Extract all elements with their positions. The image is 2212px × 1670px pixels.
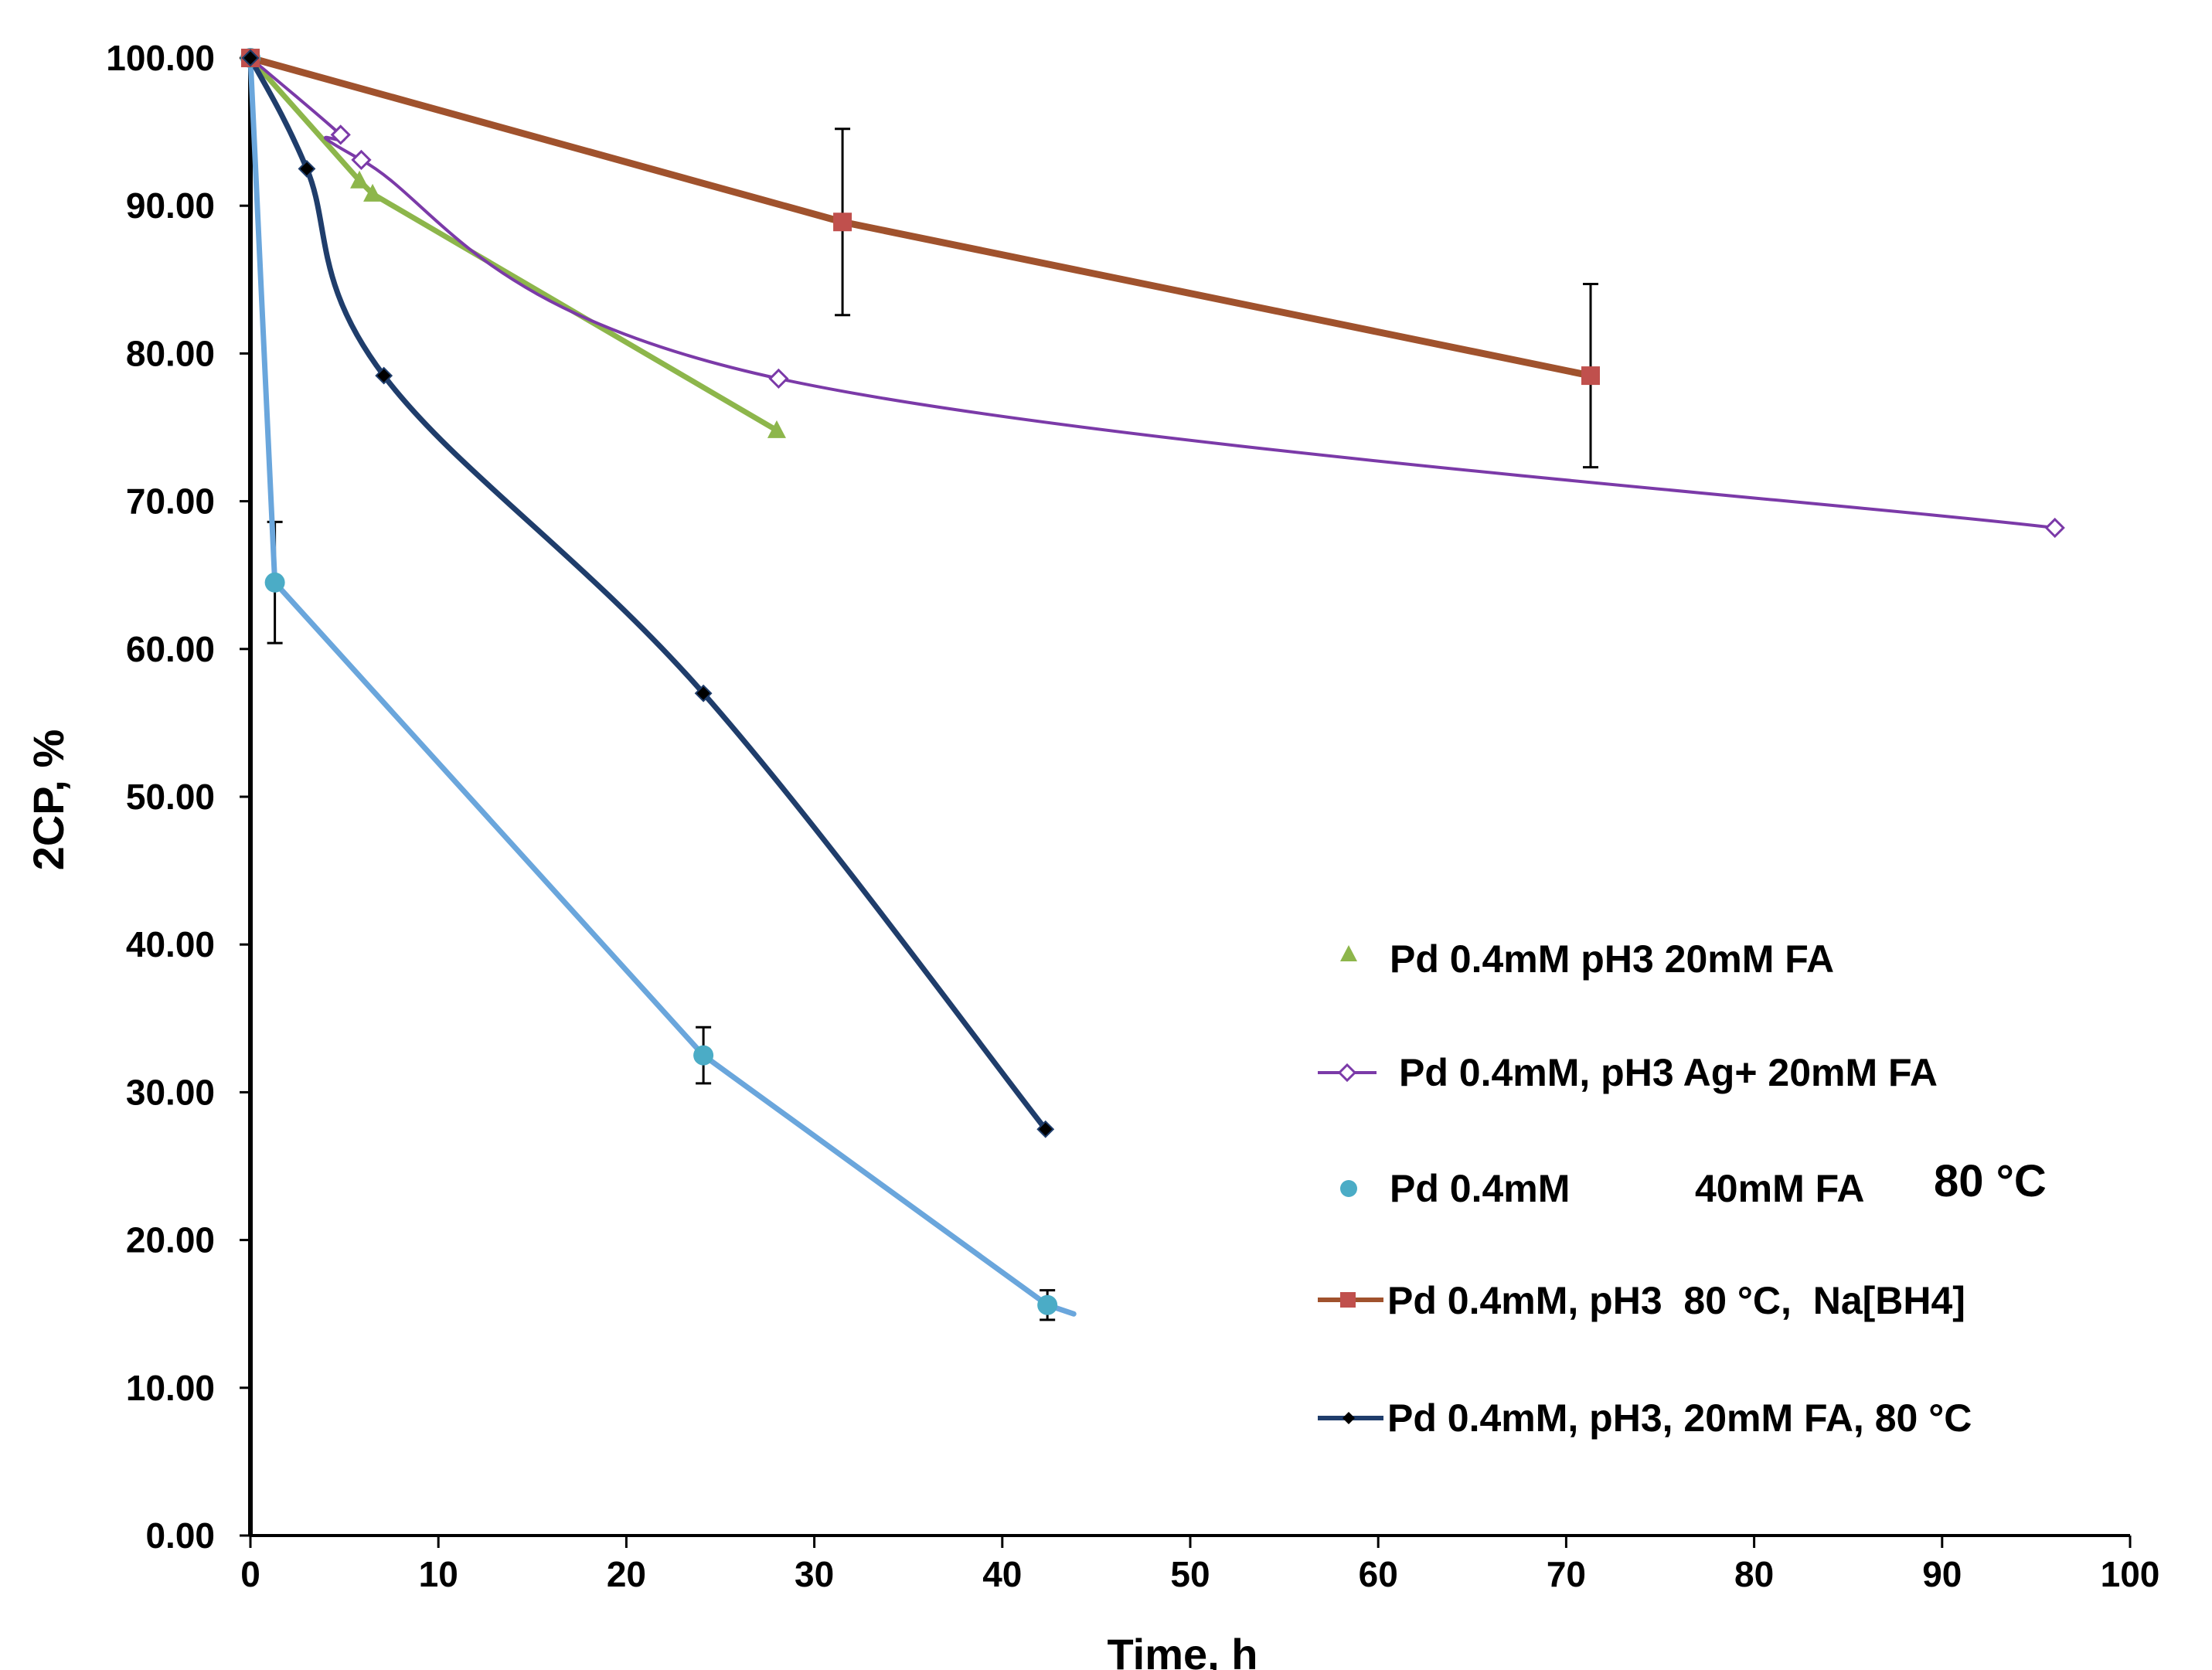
legend-label-3: Pd 0.4mM, pH3 80 °C, Na[BH4] [1387, 1279, 1965, 1322]
y-tick-label: 90.00 [126, 185, 215, 226]
data-point [2044, 517, 2065, 539]
legend-label-1: Pd 0.4mM, pH3 Ag+ 20mM FA [1399, 1051, 1938, 1094]
series-line-4 [247, 55, 1049, 1132]
y-tick-label: 60.00 [126, 629, 215, 669]
data-point [298, 159, 316, 178]
data-point [375, 366, 393, 385]
error-bars [267, 128, 1599, 1321]
legend-item-2: Pd 0.4mM 40mM FA 80 °C [1340, 1156, 2047, 1210]
series-markers [240, 47, 2065, 1315]
legend-item-0: Pd 0.4mM pH3 20mM FA [1340, 937, 1834, 981]
legend-item-1: Pd 0.4mM, pH3 Ag+ 20mM FA [1318, 1051, 1938, 1094]
y-tick-label: 80.00 [126, 333, 215, 373]
x-tick-label: 50 [1170, 1554, 1210, 1594]
legend-marker-circle [1340, 1180, 1357, 1197]
y-tick-label: 100.00 [106, 38, 215, 78]
data-point [351, 149, 372, 171]
y-tick-label: 10.00 [126, 1368, 215, 1408]
data-point [363, 183, 383, 202]
x-tick-label: 90 [1922, 1554, 1962, 1594]
data-point [767, 420, 786, 438]
annotation-80c: 80 °C [1934, 1156, 2047, 1206]
data-point [833, 213, 852, 232]
data-point [693, 1045, 714, 1066]
x-tick-label: 10 [419, 1554, 458, 1594]
data-point [1036, 1120, 1055, 1138]
x-axis-title: Time, h [1107, 1630, 1257, 1670]
legend-item-3: Pd 0.4mM, pH3 80 °C, Na[BH4] [1318, 1279, 1965, 1322]
legend: Pd 0.4mM pH3 20mM FA Pd 0.4mM, pH3 Ag+ 2… [1318, 937, 2047, 1440]
y-axis-title: 2CP, % [24, 730, 73, 871]
y-ticks: 0.00 10.00 20.00 30.00 40.00 50.00 60.00 70.00 8… [106, 38, 250, 1556]
legend-label-2-suffix: 40mM FA [1695, 1167, 1865, 1210]
x-tick-label: 30 [795, 1554, 834, 1594]
x-tick-label: 0 [240, 1554, 260, 1594]
y-tick-label: 70.00 [126, 481, 215, 522]
x-tick-label: 60 [1359, 1554, 1398, 1594]
data-point [768, 368, 789, 389]
y-tick-label: 40.00 [126, 924, 215, 964]
x-tick-label: 70 [1547, 1554, 1586, 1594]
legend-marker-diamond [1343, 1412, 1355, 1424]
series-line-3 [247, 54, 1594, 379]
legend-label-0: Pd 0.4mM pH3 20mM FA [1390, 937, 1834, 981]
series-lines [247, 54, 2057, 1317]
y-tick-label: 20.00 [126, 1220, 215, 1260]
series-line-0 [247, 55, 780, 434]
data-point [264, 572, 285, 593]
data-point [330, 124, 351, 145]
x-tick-label: 20 [607, 1554, 646, 1594]
x-tick-label: 80 [1734, 1554, 1774, 1594]
legend-marker-square [1340, 1292, 1356, 1308]
data-point [241, 49, 260, 67]
series-line-1 [249, 56, 2057, 530]
data-point [1037, 1294, 1058, 1315]
data-point [350, 170, 369, 189]
legend-label-2: Pd 0.4mM [1390, 1167, 1570, 1210]
y-tick-label: 0.00 [145, 1515, 215, 1556]
x-tick-label: 40 [982, 1554, 1022, 1594]
data-point [694, 684, 713, 702]
y-tick-label: 50.00 [126, 777, 215, 817]
x-ticks: 0 10 20 30 40 50 60 70 80 90 100 [240, 1536, 2159, 1594]
x-tick-label: 100 [2101, 1554, 2160, 1594]
legend-item-4: Pd 0.4mM, pH3, 20mM FA, 80 °C [1318, 1396, 1972, 1440]
y-tick-label: 30.00 [126, 1072, 215, 1112]
legend-label-4: Pd 0.4mM, pH3, 20mM FA, 80 °C [1387, 1396, 1972, 1440]
legend-marker-triangle [1340, 945, 1357, 961]
legend-marker-diamond-open [1337, 1063, 1357, 1083]
data-point [1581, 366, 1601, 386]
